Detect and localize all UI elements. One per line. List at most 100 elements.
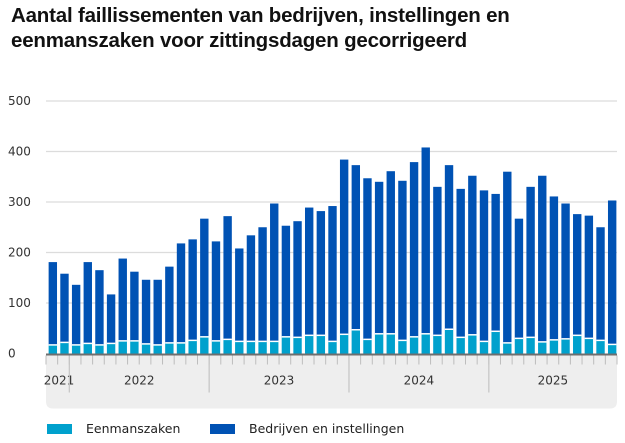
bar-bedrijven-en-instellingen [223, 216, 232, 340]
bar-eenmanszaken [270, 341, 279, 354]
x-year-label: 2024 [404, 374, 435, 388]
bar-bedrijven-en-instellingen [503, 171, 512, 343]
bar-bedrijven-en-instellingen [468, 175, 477, 335]
bar-bedrijven-en-instellingen [374, 181, 384, 334]
bar-eenmanszaken [573, 335, 582, 354]
bar-eenmanszaken [304, 335, 314, 354]
bar-bedrijven-en-instellingen [153, 279, 162, 345]
bar-bedrijven-en-instellingen [235, 248, 244, 342]
bar-eenmanszaken [60, 342, 69, 354]
y-tick-label: 200 [8, 246, 31, 260]
x-year-label: 2021 [44, 374, 75, 388]
legend-item-eenmanszaken: Eenmanszaken [47, 421, 180, 436]
bar-eenmanszaken [293, 337, 302, 354]
bar-bedrijven-en-instellingen [316, 211, 326, 336]
legend-label: Eenmanszaken [86, 421, 181, 436]
legend-swatch-eenmanszaken [47, 423, 72, 434]
bar-bedrijven-en-instellingen [584, 215, 594, 339]
bar-eenmanszaken [83, 343, 92, 354]
stacked-bar-chart: 0 100 200 300 400 500 2021 2022 2023 2024 2025 [8, 94, 618, 409]
bar-bedrijven-en-instellingen [141, 279, 151, 344]
bar-eenmanszaken [258, 341, 267, 354]
bar-eenmanszaken [503, 342, 512, 354]
y-tick-label: 300 [8, 195, 31, 209]
bar-eenmanszaken [48, 344, 58, 354]
bar-bedrijven-en-instellingen [95, 270, 104, 345]
bar-eenmanszaken [223, 339, 232, 354]
bar-bedrijven-en-instellingen [514, 218, 524, 339]
bar-bedrijven-en-instellingen [363, 178, 372, 340]
bar-eenmanszaken [351, 329, 361, 354]
bar-bedrijven-en-instellingen [596, 227, 605, 341]
y-tick-label: 0 [8, 347, 16, 361]
bar-bedrijven-en-instellingen [328, 206, 337, 342]
bar-eenmanszaken [514, 338, 524, 354]
bar-bedrijven-en-instellingen [48, 262, 58, 345]
bar-eenmanszaken [176, 342, 186, 354]
bar-eenmanszaken [281, 336, 291, 354]
bar-eenmanszaken [468, 334, 477, 354]
bar-eenmanszaken [607, 344, 617, 354]
bar-eenmanszaken [235, 341, 244, 354]
bar-bedrijven-en-instellingen [561, 203, 570, 339]
bar-eenmanszaken [584, 338, 594, 354]
bar-eenmanszaken [153, 344, 162, 354]
bar-eenmanszaken [106, 343, 116, 354]
bar-bedrijven-en-instellingen [188, 239, 197, 341]
bar-eenmanszaken [165, 342, 174, 354]
bar-bedrijven-en-instellingen [211, 241, 221, 341]
bar-eenmanszaken [71, 344, 81, 354]
x-year-label: 2025 [538, 374, 569, 388]
bar-eenmanszaken [538, 341, 547, 354]
bar-bedrijven-en-instellingen [60, 273, 69, 343]
bar-bedrijven-en-instellingen [281, 225, 291, 337]
x-axis-background [46, 353, 617, 409]
bar-bedrijven-en-instellingen [130, 271, 139, 341]
bar-bedrijven-en-instellingen [118, 258, 127, 341]
bar-eenmanszaken [386, 333, 395, 354]
bar-bedrijven-en-instellingen [549, 196, 559, 340]
y-axis-tick-labels: 0 100 200 300 400 500 [8, 94, 31, 361]
bar-eenmanszaken [491, 331, 500, 354]
bar-bedrijven-en-instellingen [351, 165, 361, 330]
bar-bedrijven-en-instellingen [386, 171, 395, 334]
bar-bedrijven-en-instellingen [165, 266, 174, 343]
bar-bedrijven-en-instellingen [433, 186, 442, 336]
bar-bedrijven-en-instellingen [456, 188, 465, 338]
bars [48, 147, 617, 354]
bar-bedrijven-en-instellingen [258, 227, 267, 342]
legend-label: Bedrijven en instellingen [249, 421, 405, 436]
x-axis-band [46, 353, 617, 409]
bar-bedrijven-en-instellingen [200, 218, 209, 337]
legend: Eenmanszaken Bedrijven en instellingen [0, 421, 625, 439]
bar-bedrijven-en-instellingen [491, 193, 500, 332]
bar-bedrijven-en-instellingen [71, 284, 81, 345]
bar-eenmanszaken [479, 341, 489, 354]
bar-bedrijven-en-instellingen [83, 262, 92, 344]
bar-bedrijven-en-instellingen [573, 214, 582, 336]
chart-title: Aantal faillissementen van bedrijven, in… [11, 4, 510, 52]
bar-bedrijven-en-instellingen [246, 235, 256, 342]
bar-eenmanszaken [398, 340, 407, 354]
bar-eenmanszaken [246, 341, 256, 354]
bar-eenmanszaken [211, 340, 221, 354]
bar-eenmanszaken [95, 344, 104, 354]
bar-bedrijven-en-instellingen [421, 147, 430, 334]
x-axis-ticks: 2021 2022 2023 2024 2025 [44, 353, 618, 393]
bar-eenmanszaken [363, 339, 372, 354]
bar-eenmanszaken [433, 335, 442, 354]
bar-eenmanszaken [596, 340, 605, 354]
bar-bedrijven-en-instellingen [526, 186, 535, 338]
bar-eenmanszaken [444, 329, 454, 354]
bar-bedrijven-en-instellingen [398, 180, 407, 341]
bar-eenmanszaken [316, 335, 326, 354]
bar-bedrijven-en-instellingen [339, 159, 349, 335]
bar-bedrijven-en-instellingen [409, 162, 419, 337]
bar-bedrijven-en-instellingen [479, 190, 489, 342]
y-tick-label: 500 [8, 94, 31, 108]
bar-bedrijven-en-instellingen [304, 207, 314, 336]
bar-eenmanszaken [421, 333, 430, 354]
bar-eenmanszaken [374, 333, 384, 354]
bar-eenmanszaken [141, 343, 151, 354]
x-year-label: 2022 [124, 374, 155, 388]
